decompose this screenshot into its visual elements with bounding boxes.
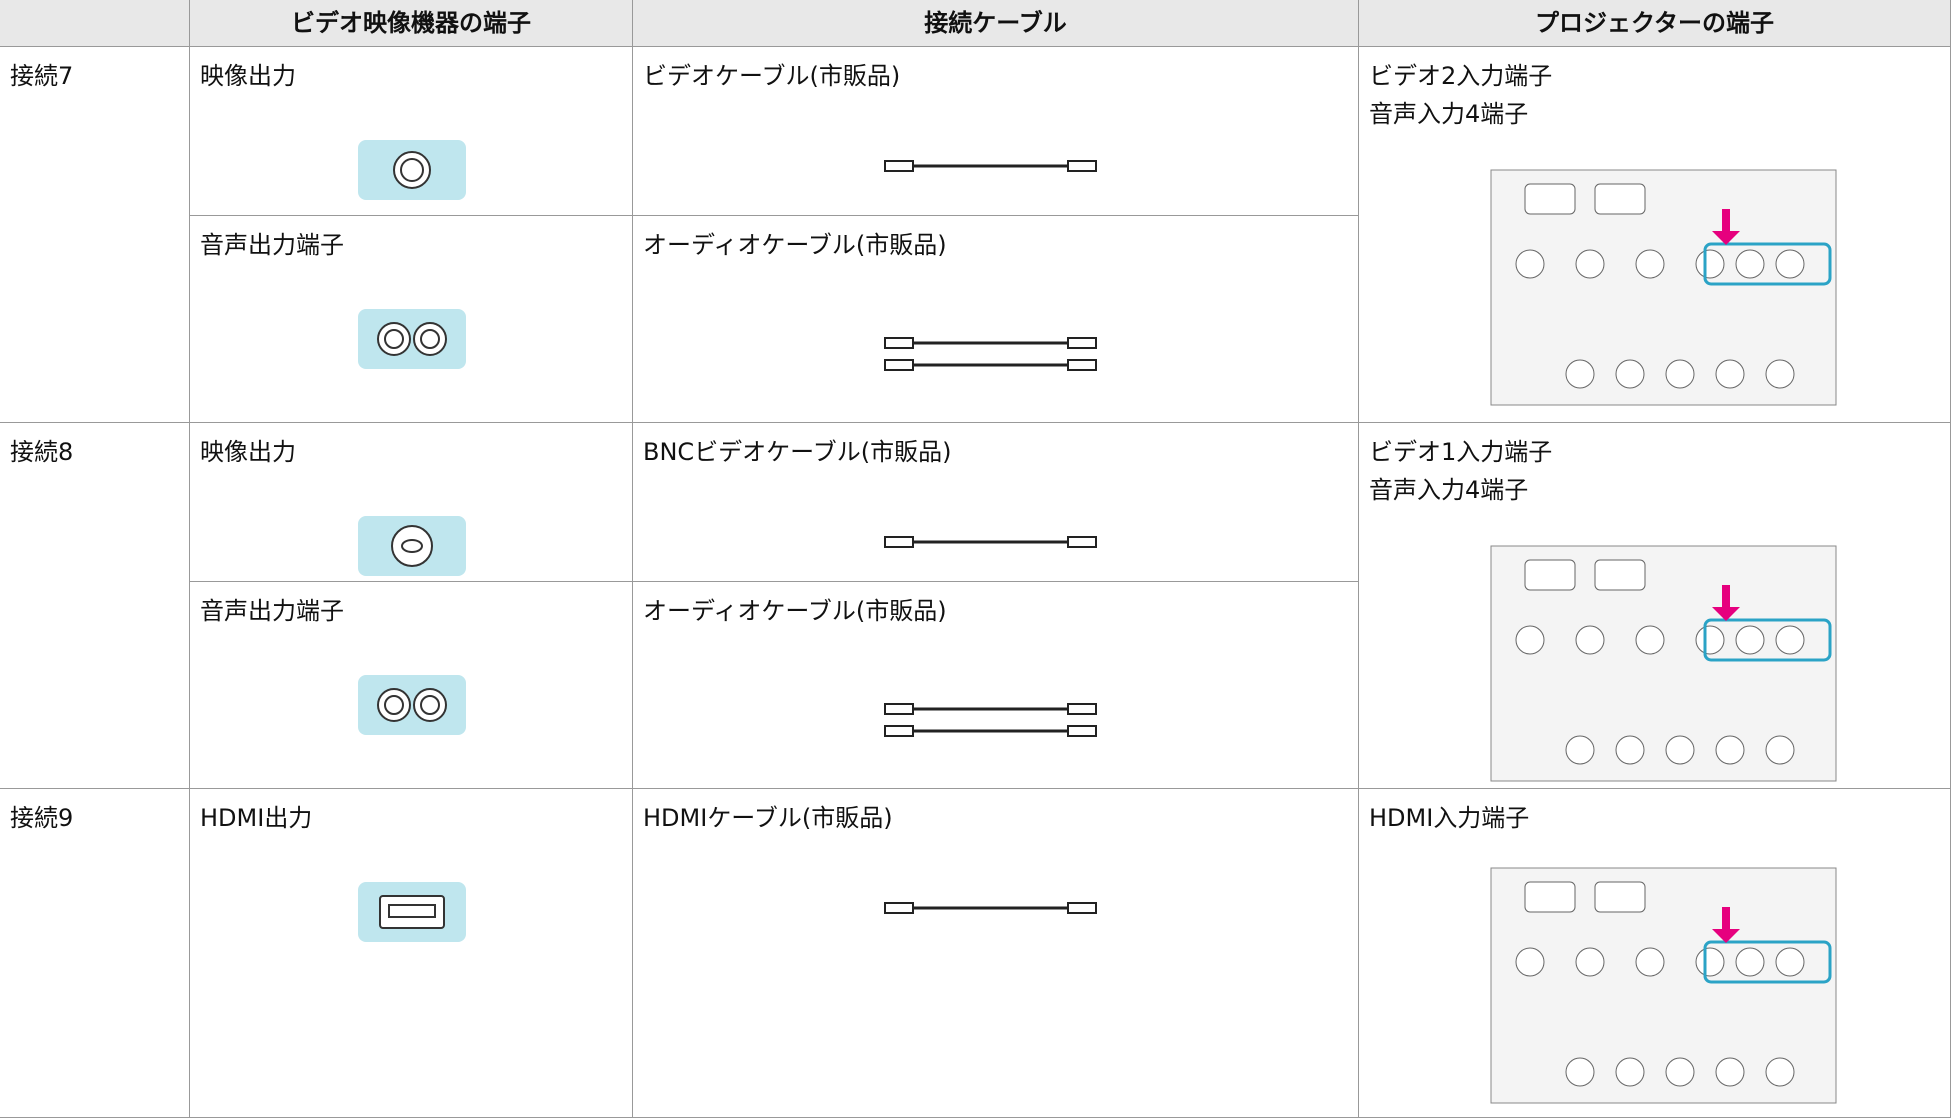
cable-cell: オーディオケーブル(市販品) xyxy=(633,582,1359,789)
connection-cell: 接続7 xyxy=(0,47,190,423)
cable-icon xyxy=(884,902,1097,914)
projector-panel xyxy=(1490,867,1837,1104)
projector-terminal: ビデオ2入力端子 xyxy=(1369,62,1553,90)
projector-terminal: ビデオ1入力端子 xyxy=(1369,438,1553,466)
port-icon xyxy=(358,882,466,942)
header-cell: ビデオ映像機器の端子 xyxy=(190,0,633,47)
cable-icon xyxy=(884,337,1097,371)
port-icon xyxy=(358,516,466,576)
port-icon xyxy=(358,140,466,200)
port-icon xyxy=(358,675,466,735)
projector-panel xyxy=(1490,545,1837,782)
projector-terminal: 音声入力4端子 xyxy=(1369,100,1529,128)
cable-icon xyxy=(884,160,1097,172)
projector-panel xyxy=(1490,169,1837,406)
output-cell: 音声出力端子 xyxy=(190,582,633,789)
output-cell: 映像出力 xyxy=(190,47,633,216)
cable-cell: ビデオケーブル(市販品) xyxy=(633,47,1359,216)
header-cell: プロジェクターの端子 xyxy=(1359,0,1951,47)
output-cell: 音声出力端子 xyxy=(190,216,633,423)
projector-cell: ビデオ1入力端子 音声入力4端子 xyxy=(1359,423,1951,789)
projector-terminal: HDMI入力端子 xyxy=(1369,804,1530,832)
output-cell: HDMI出力 xyxy=(190,789,633,1118)
port-icon xyxy=(358,309,466,369)
cable-icon xyxy=(884,703,1097,737)
header-cell xyxy=(0,0,190,47)
projector-terminal: 音声入力4端子 xyxy=(1369,476,1529,504)
output-cell: 映像出力 xyxy=(190,423,633,582)
cable-cell: オーディオケーブル(市販品) xyxy=(633,216,1359,423)
cable-icon xyxy=(884,536,1097,548)
projector-cell: ビデオ2入力端子 音声入力4端子 xyxy=(1359,47,1951,423)
cable-cell: HDMIケーブル(市販品) xyxy=(633,789,1359,1118)
connection-cell: 接続9 xyxy=(0,789,190,1118)
cable-cell: BNCビデオケーブル(市販品) xyxy=(633,423,1359,582)
connection-cell: 接続8 xyxy=(0,423,190,789)
header-cell: 接続ケーブル xyxy=(633,0,1359,47)
